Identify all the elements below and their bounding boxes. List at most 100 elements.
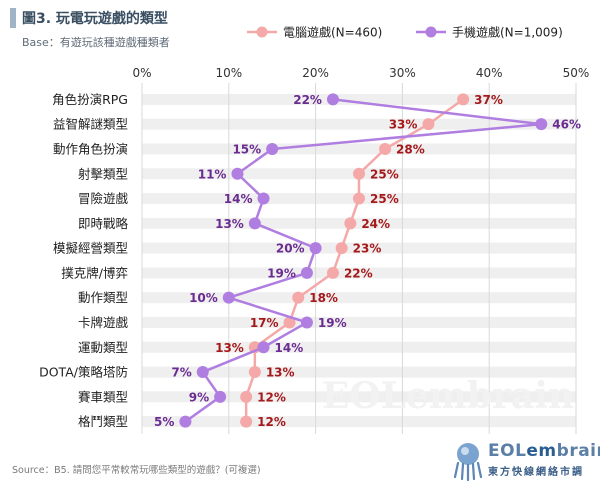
x-tick-label: 50% (563, 66, 590, 80)
data-point-mobile (266, 142, 279, 155)
data-label-mobile: 19% (318, 316, 347, 330)
data-label-mobile: 14% (275, 341, 304, 355)
data-point-pc (326, 266, 339, 279)
data-point-mobile (309, 242, 322, 255)
row-band (142, 143, 576, 155)
source-note: Source：B5. 請問您平常較常玩哪些類型的遊戲？(可複選) (12, 465, 261, 476)
x-tick-label: 10% (215, 66, 242, 80)
data-label-pc: 37% (474, 93, 503, 107)
category-label: 撲克牌/博弈 (61, 265, 128, 280)
category-label: 模擬經營類型 (53, 241, 128, 256)
data-point-pc (457, 93, 470, 106)
watermark: EOLembrain (322, 375, 574, 417)
row-band (142, 341, 576, 353)
data-point-mobile (231, 167, 244, 180)
brand-mascot-icon (453, 443, 483, 481)
data-label-pc: 13% (266, 366, 295, 380)
row-band (142, 217, 576, 229)
data-label-mobile: 5% (154, 415, 174, 429)
category-label: 運動類型 (78, 340, 128, 355)
row-band (142, 93, 576, 105)
data-point-pc (379, 142, 392, 155)
legend-mobile-marker (425, 26, 437, 38)
data-label-mobile: 46% (552, 118, 581, 132)
data-label-pc: 13% (215, 341, 244, 355)
row-band (142, 391, 576, 403)
data-point-mobile (535, 118, 548, 131)
data-label-mobile: 19% (267, 266, 296, 280)
category-label: 角色扮演RPG (52, 92, 128, 107)
data-label-mobile: 14% (224, 192, 253, 206)
data-label-mobile: 11% (198, 167, 227, 181)
row-band (142, 292, 576, 304)
category-label: 冒險遊戲 (78, 191, 129, 206)
x-tick-label: 0% (132, 66, 151, 80)
data-label-mobile: 22% (293, 93, 322, 107)
data-point-pc (344, 217, 357, 230)
x-tick-label: 30% (389, 66, 416, 80)
data-point-mobile (214, 390, 227, 403)
series-line-mobile (184, 98, 543, 423)
data-label-pc: 23% (353, 242, 382, 256)
data-point-mobile (300, 316, 313, 329)
row-band (142, 366, 576, 378)
data-point-mobile (248, 217, 261, 230)
brand-name-suffix: brain (556, 441, 600, 461)
data-label-pc: 22% (344, 266, 373, 280)
title-accent-bar (10, 8, 16, 28)
data-point-pc (353, 167, 365, 180)
data-label-pc: 18% (309, 291, 338, 305)
data-point-mobile (222, 291, 235, 304)
data-point-pc (248, 366, 261, 379)
category-label: 射擊類型 (78, 166, 128, 181)
row-band (142, 316, 576, 328)
data-label-pc: 12% (257, 390, 286, 404)
brand-logo: EOLembrain 東方快線網絡市調 (452, 441, 600, 481)
legend-pc-label: 電腦遊戲(N=460) (283, 25, 382, 40)
data-label-mobile: 10% (189, 291, 218, 305)
data-point-pc (283, 316, 296, 329)
brand-name-em: em (526, 441, 557, 461)
legend-mobile-label: 手機遊戲(N=1,009) (452, 25, 563, 40)
chart-subtitle: Base：有遊玩該種遊戲種類者 (22, 36, 170, 49)
category-label: 益智解謎類型 (53, 117, 128, 132)
data-point-pc (292, 291, 305, 304)
data-point-mobile (196, 366, 209, 379)
category-label: 動作角色扮演 (53, 141, 128, 156)
data-label-pc: 17% (250, 316, 279, 330)
data-point-mobile (257, 192, 270, 205)
brand-tagline: 東方快線網絡市調 (488, 467, 584, 478)
category-label: 即時戰略 (78, 216, 129, 231)
data-label-mobile: 15% (232, 142, 261, 156)
data-label-pc: 12% (257, 415, 286, 429)
data-label-pc: 25% (370, 167, 399, 181)
category-label: 格鬥類型 (78, 414, 128, 429)
data-point-mobile (179, 415, 192, 428)
data-label-mobile: 20% (276, 242, 305, 256)
data-label-pc: 24% (361, 217, 390, 231)
brand-name-prefix: EOL (488, 441, 527, 461)
data-point-pc (240, 390, 253, 403)
x-tick-label: 20% (302, 66, 329, 80)
data-point-pc (422, 118, 435, 131)
x-tick-label: 40% (476, 66, 503, 80)
data-label-mobile: 9% (189, 390, 209, 404)
category-label: 卡牌遊戲 (78, 315, 129, 330)
row-band (142, 416, 576, 428)
data-label-mobile: 7% (171, 366, 191, 380)
row-band (142, 267, 576, 279)
category-label: 賽車類型 (78, 389, 128, 404)
data-label-pc: 28% (396, 142, 425, 156)
data-point-pc (353, 192, 365, 205)
data-point-pc (240, 415, 253, 428)
data-point-mobile (300, 266, 313, 279)
legend-pc-marker (256, 26, 268, 38)
data-point-mobile (326, 93, 339, 106)
data-point-pc (335, 242, 348, 255)
row-band (142, 118, 576, 130)
row-band (142, 242, 576, 254)
data-label-pc: 25% (370, 192, 399, 206)
brand-name: EOLembrain (488, 441, 600, 461)
category-label: DOTA/策略塔防 (39, 365, 128, 380)
